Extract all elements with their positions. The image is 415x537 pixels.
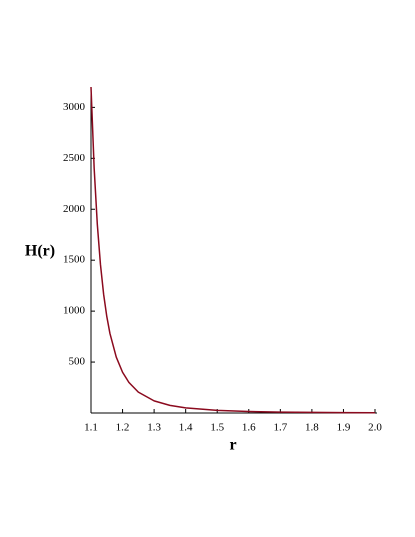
- x-tick-label: 1.7: [273, 422, 287, 434]
- x-axis-title: r: [229, 437, 236, 454]
- y-axis-title: H(r): [25, 243, 55, 260]
- x-tick-label: 1.9: [337, 422, 351, 434]
- x-tick-label: 2.0: [368, 422, 382, 434]
- y-tick-label: 1000: [63, 305, 86, 317]
- y-tick-label: 3000: [63, 101, 86, 113]
- x-tick-label: 1.1: [84, 422, 98, 434]
- x-tick-label: 1.3: [147, 422, 161, 434]
- x-tick-label: 1.2: [116, 422, 130, 434]
- x-tick-label: 1.5: [210, 422, 224, 434]
- line-series: [90, 86, 376, 414]
- y-tick-label: 500: [69, 356, 86, 368]
- y-tick-label: 2000: [63, 203, 86, 215]
- x-tick-label: 1.6: [242, 422, 256, 434]
- x-tick-label: 1.4: [179, 422, 193, 434]
- y-tick-label: 2500: [63, 152, 86, 164]
- y-tick-label: 1500: [63, 254, 86, 266]
- x-tick-label: 1.8: [305, 422, 319, 434]
